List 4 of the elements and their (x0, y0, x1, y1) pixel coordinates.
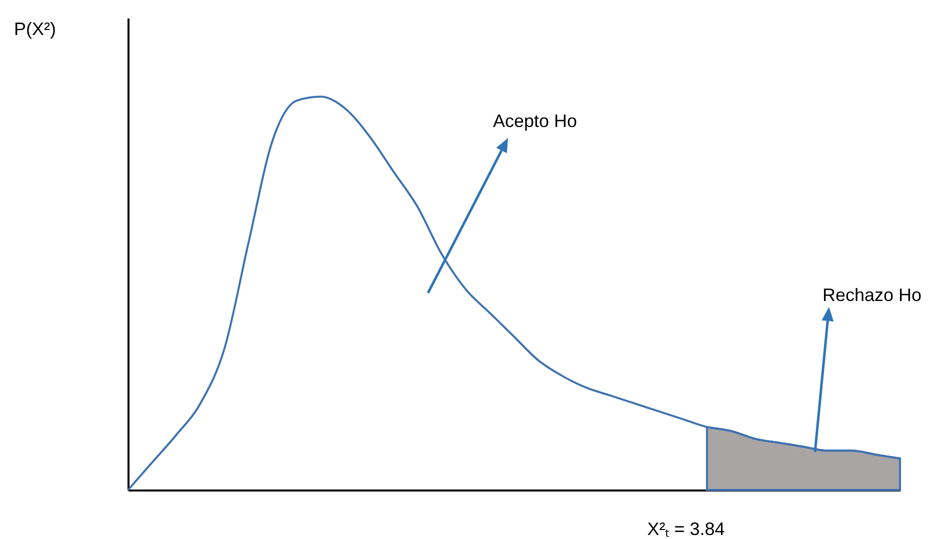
text: P(X²) (14, 19, 56, 39)
annotation: Rechazo Ho (822, 285, 922, 305)
annotation: Acepto Ho (492, 111, 578, 131)
text: X²ₜ = 3.84 (647, 519, 725, 539)
